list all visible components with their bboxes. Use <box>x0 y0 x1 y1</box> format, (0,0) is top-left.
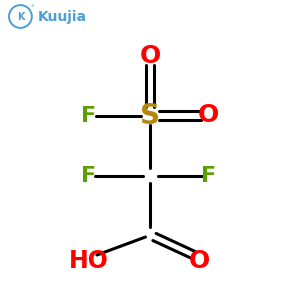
Text: O: O <box>189 249 210 273</box>
Text: Kuujia: Kuujia <box>38 10 86 23</box>
Text: F: F <box>81 106 96 125</box>
Text: O: O <box>198 103 219 127</box>
Text: K: K <box>17 11 24 22</box>
Text: F: F <box>201 166 216 185</box>
Text: HO: HO <box>69 249 108 273</box>
Text: F: F <box>81 166 96 185</box>
Text: °: ° <box>31 5 34 11</box>
Text: S: S <box>140 101 160 130</box>
Text: O: O <box>140 44 160 68</box>
